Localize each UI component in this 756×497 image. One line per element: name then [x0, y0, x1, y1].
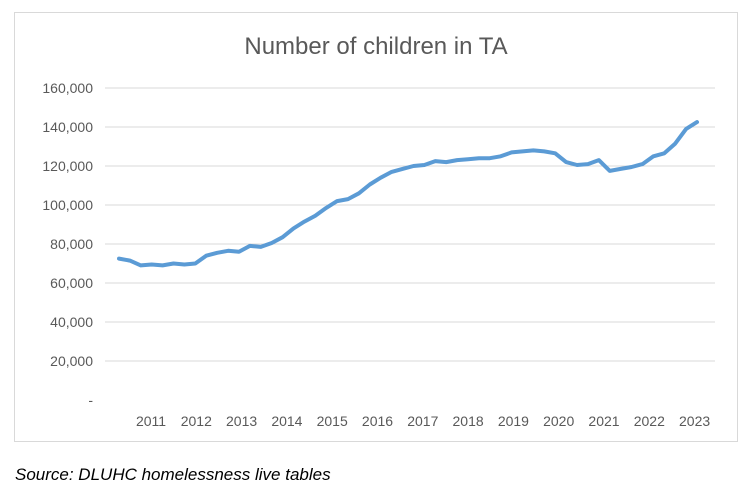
y-tick-label: 120,000: [42, 158, 93, 174]
x-tick-label: 2014: [271, 413, 302, 429]
x-tick-label: 2012: [181, 413, 212, 429]
x-tick-label: 2020: [543, 413, 574, 429]
x-tick-label: 2019: [498, 413, 529, 429]
x-tick-label: 2013: [226, 413, 257, 429]
y-tick-label: 160,000: [42, 80, 93, 96]
x-tick-label: 2011: [136, 413, 166, 429]
y-tick-label: 80,000: [50, 236, 93, 252]
x-tick-label: 2018: [453, 413, 484, 429]
chart-frame: Number of children in TA - 20,000 40,000 60…: [14, 12, 738, 442]
y-tick-label: 60,000: [50, 275, 93, 291]
y-tick-label: 40,000: [50, 314, 93, 330]
chart-title: Number of children in TA: [244, 33, 508, 60]
source-note: Source: DLUHC homelessness live tables: [15, 465, 331, 484]
y-tick-label: 20,000: [50, 353, 93, 369]
x-tick-label: 2023: [679, 413, 710, 429]
x-tick-label: 2022: [634, 413, 665, 429]
x-tick-label: 2021: [588, 413, 619, 429]
y-tick-label: -: [88, 392, 93, 408]
y-tick-label: 140,000: [42, 119, 93, 135]
x-tick-label: 2015: [317, 413, 348, 429]
line-chart: - 20,000 40,000 60,000 80,000 100,000 120,000 1…: [42, 80, 715, 429]
x-tick-label: 2017: [407, 413, 438, 429]
x-tick-label: 2016: [362, 413, 393, 429]
series-line: [117, 120, 699, 268]
y-tick-label: 100,000: [42, 197, 93, 213]
